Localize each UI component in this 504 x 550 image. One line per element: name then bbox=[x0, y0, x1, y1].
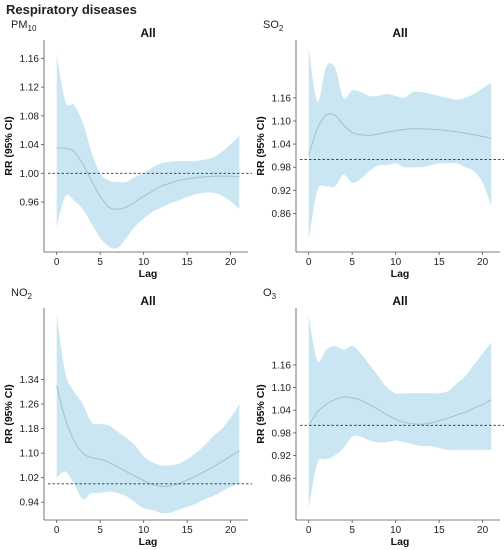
y-tick-label: 1.04 bbox=[20, 140, 40, 151]
x-tick-label: 5 bbox=[349, 257, 355, 268]
x-tick-label: 10 bbox=[138, 257, 150, 268]
y-axis-label: RR (95% CI) bbox=[255, 384, 267, 444]
x-tick-label: 15 bbox=[182, 257, 194, 268]
pollutant-subscript: 3 bbox=[272, 292, 277, 301]
x-tick-label: 15 bbox=[182, 525, 194, 536]
y-tick-label: 1.04 bbox=[272, 140, 292, 151]
y-tick-label: 1.16 bbox=[272, 93, 292, 104]
x-tick-label: 5 bbox=[97, 257, 103, 268]
y-tick-label: 1.18 bbox=[20, 424, 40, 435]
x-tick-label: 10 bbox=[390, 525, 402, 536]
panel-title: All bbox=[392, 294, 407, 308]
figure-title: Respiratory diseases bbox=[6, 2, 137, 17]
y-tick-label: 1.10 bbox=[20, 449, 40, 460]
x-tick-label: 10 bbox=[390, 257, 402, 268]
y-tick-label: 0.94 bbox=[20, 498, 40, 509]
ci-band bbox=[308, 47, 492, 241]
chart-panel-o3: O3 All 0.86 0.92 0.98 1.04 1.10 1.16 0 5 10 15 20 Lag… bbox=[255, 287, 504, 548]
panel-title: All bbox=[140, 26, 155, 40]
y-tick-label: 1.26 bbox=[20, 400, 40, 411]
y-tick-label: 1.00 bbox=[20, 169, 40, 180]
panel-title: All bbox=[140, 294, 155, 308]
x-axis-label: Lag bbox=[139, 268, 158, 280]
ci-band bbox=[308, 315, 492, 509]
y-tick-label: 1.16 bbox=[272, 360, 292, 371]
x-tick-label: 5 bbox=[97, 525, 103, 536]
panel-title: All bbox=[392, 26, 407, 40]
y-tick-label: 1.08 bbox=[20, 111, 40, 122]
pollutant-label: SO2 bbox=[263, 19, 284, 33]
pollutant-name: SO bbox=[263, 19, 279, 31]
y-tick-label: 1.34 bbox=[20, 375, 40, 386]
pollutant-subscript: 2 bbox=[28, 292, 33, 301]
rr-line bbox=[308, 113, 492, 156]
pollutant-subscript: 2 bbox=[279, 24, 284, 33]
rr-line bbox=[56, 385, 240, 487]
pollutant-label: PM10 bbox=[11, 19, 37, 33]
y-tick-label: 0.98 bbox=[272, 163, 292, 174]
pollutant-name: O bbox=[263, 287, 272, 299]
y-tick-label: 0.92 bbox=[272, 186, 292, 197]
x-tick-label: 0 bbox=[54, 257, 60, 268]
x-axis-label: Lag bbox=[139, 536, 158, 548]
x-axis-label: Lag bbox=[391, 268, 410, 280]
pollutant-label: NO2 bbox=[11, 287, 33, 301]
x-tick-label: 10 bbox=[138, 525, 150, 536]
rr-line bbox=[56, 147, 240, 210]
x-tick-label: 0 bbox=[306, 525, 312, 536]
y-axis-label: RR (95% CI) bbox=[3, 116, 15, 176]
y-axis-label: RR (95% CI) bbox=[255, 116, 267, 176]
ci-band bbox=[56, 54, 240, 249]
y-axis-label: RR (95% CI) bbox=[3, 384, 15, 444]
chart-panel-no2: NO2 All 0.94 1.02 1.10 1.18 1.26 1.34 0 5 10 15 20 La… bbox=[3, 287, 252, 548]
x-tick-label: 20 bbox=[225, 525, 237, 536]
y-tick-label: 0.98 bbox=[272, 428, 292, 439]
x-tick-label: 20 bbox=[477, 525, 489, 536]
y-tick-label: 0.96 bbox=[20, 198, 40, 209]
pollutant-name: PM bbox=[11, 19, 28, 31]
x-tick-label: 15 bbox=[434, 525, 446, 536]
rr-line bbox=[308, 396, 492, 426]
x-tick-label: 0 bbox=[54, 525, 60, 536]
pollutant-name: NO bbox=[11, 287, 28, 299]
chart-panel-so2: SO2 All 0.86 0.92 0.98 1.04 1.10 1.16 0 5 10 15 20 La… bbox=[255, 19, 504, 280]
y-tick-label: 1.12 bbox=[20, 83, 40, 94]
y-tick-label: 0.86 bbox=[272, 209, 292, 220]
y-tick-label: 1.04 bbox=[272, 406, 292, 417]
y-tick-label: 1.16 bbox=[20, 54, 40, 65]
x-tick-label: 0 bbox=[306, 257, 312, 268]
pollutant-subscript: 10 bbox=[28, 24, 37, 33]
y-tick-label: 1.10 bbox=[272, 116, 292, 127]
y-tick-label: 1.10 bbox=[272, 383, 292, 394]
x-tick-label: 15 bbox=[434, 257, 446, 268]
x-tick-label: 20 bbox=[477, 257, 489, 268]
x-tick-label: 20 bbox=[225, 257, 237, 268]
y-tick-label: 0.92 bbox=[272, 451, 292, 462]
pollutant-label: O3 bbox=[263, 287, 277, 301]
y-tick-label: 0.86 bbox=[272, 474, 292, 485]
ci-band bbox=[56, 315, 240, 514]
x-tick-label: 5 bbox=[349, 525, 355, 536]
x-axis-label: Lag bbox=[391, 536, 410, 548]
y-tick-label: 1.02 bbox=[20, 473, 40, 484]
